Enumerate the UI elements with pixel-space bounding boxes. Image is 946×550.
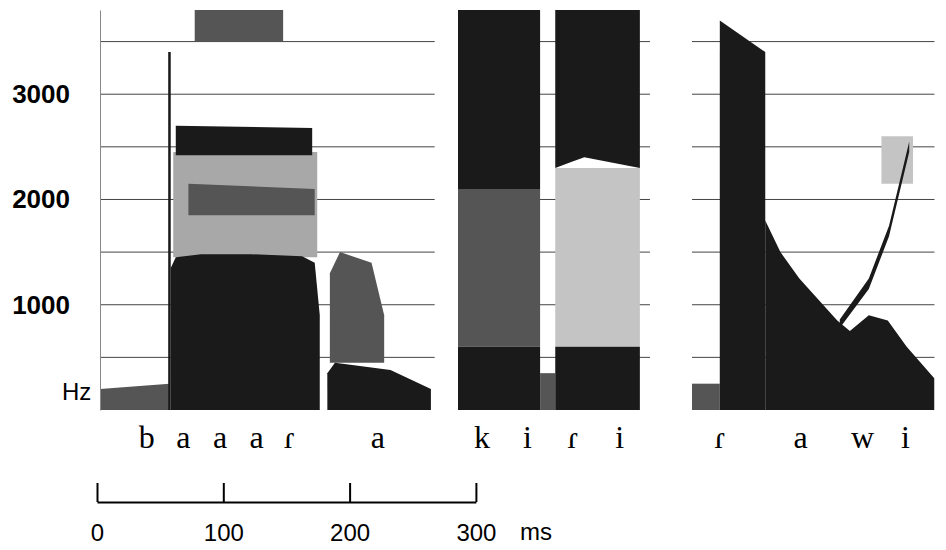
energy-region — [555, 168, 640, 347]
segment-label: k — [474, 419, 490, 455]
x-tick: 200 — [330, 483, 370, 546]
energy-region — [100, 384, 169, 410]
segment-label: a — [250, 419, 264, 455]
x-tick: 0 — [91, 483, 104, 546]
y-tick: 2000 — [12, 184, 100, 214]
energy-regions — [692, 21, 934, 410]
x-tick: 100 — [204, 483, 244, 546]
segment-label: b — [139, 419, 155, 455]
y-axis: 1000 2000 3000 — [12, 11, 100, 411]
segment-label: ɾ — [568, 419, 579, 455]
panel: ɾ a wi — [692, 21, 934, 455]
y-axis-title: Hz — [62, 378, 91, 405]
x-tick-label: 0 — [91, 519, 104, 546]
energy-region — [195, 10, 283, 42]
energy-region — [840, 142, 909, 328]
panel: baaaɾa — [100, 10, 435, 455]
y-tick: 3000 — [12, 79, 100, 109]
segment-label: w — [851, 419, 874, 455]
energy-region — [881, 136, 913, 183]
chart: baaaɾakiɾiɾawi100020003000Hz0100200300ms — [0, 0, 946, 550]
energy-region — [173, 152, 317, 257]
energy-region — [171, 254, 320, 410]
grid-line — [100, 94, 435, 95]
energy-region — [330, 252, 384, 363]
energy-region — [327, 363, 431, 410]
energy-region — [765, 221, 934, 410]
panel: kiɾi — [458, 10, 650, 455]
time-scale-line — [98, 502, 477, 504]
segment-label: a — [794, 419, 808, 455]
energy-region — [458, 10, 540, 189]
x-tick-label: 100 — [204, 519, 244, 546]
energy-region — [555, 10, 640, 168]
x-axis-title: ms — [520, 518, 552, 545]
x-tick-label: 300 — [456, 519, 496, 546]
segment-label: ɾ — [714, 419, 725, 455]
y-tick: 1000 — [12, 290, 100, 320]
segment-labels: kiɾi — [474, 419, 624, 455]
x-tick-mark — [223, 483, 225, 502]
y-axis-line — [100, 11, 101, 411]
energy-regions — [100, 10, 431, 410]
segment-label: ɾ — [284, 419, 295, 455]
spectrogram-figure: baaaɾakiɾiɾawi100020003000Hz0100200300ms — [0, 0, 946, 550]
x-tick-mark — [349, 483, 351, 502]
y-tick-label: 1000 — [12, 290, 70, 320]
y-tick-label: 2000 — [12, 184, 70, 214]
energy-region — [168, 52, 171, 410]
energy-region — [692, 384, 720, 410]
energy-region — [176, 126, 312, 155]
time-scale: 0 100 200 300 — [91, 483, 497, 546]
x-tick-mark — [97, 483, 99, 502]
segment-label: i — [901, 419, 910, 455]
energy-region — [555, 347, 640, 410]
segment-label: a — [176, 419, 190, 455]
energy-region — [540, 373, 555, 410]
segment-label: a — [371, 419, 385, 455]
segment-labels: baaaɾa — [139, 419, 385, 455]
y-tick-label: 3000 — [12, 79, 70, 109]
segment-label: i — [615, 419, 624, 455]
segment-label: a — [213, 419, 227, 455]
energy-region — [188, 184, 314, 216]
x-tick: 300 — [456, 483, 496, 546]
energy-region — [458, 347, 540, 410]
segment-labels: ɾ a wi — [714, 419, 910, 455]
energy-region — [458, 189, 540, 347]
segment-label: i — [523, 419, 532, 455]
x-tick-label: 200 — [330, 519, 370, 546]
energy-region — [720, 21, 765, 410]
x-tick-mark — [475, 483, 477, 502]
energy-regions — [458, 10, 640, 410]
